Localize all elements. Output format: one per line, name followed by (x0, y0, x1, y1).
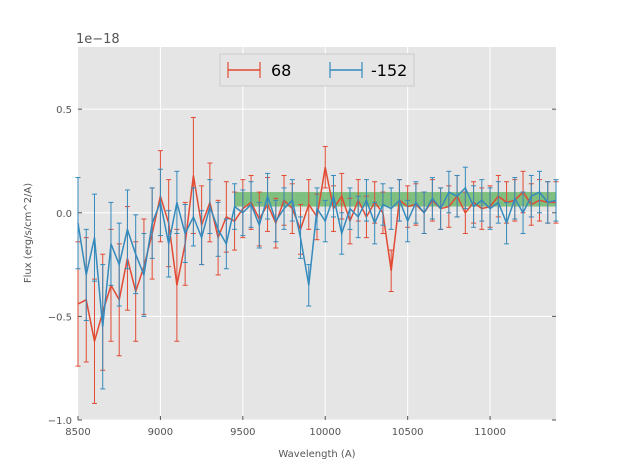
x-tick-label: 10000 (309, 427, 341, 438)
x-tick-label: 9500 (230, 427, 255, 438)
legend: 68 -152 (219, 53, 415, 87)
series-1 (75, 166, 559, 390)
axis-ticks: 8500 9000 9500 10000 10500 11000 −1.0 −0.5 0.0 0.… (48, 105, 556, 438)
legend-label-minus-152: -152 (371, 61, 407, 80)
y-tick-label: 0.0 (56, 209, 72, 220)
series-layer (75, 116, 559, 404)
x-tick-label: 8500 (65, 427, 90, 438)
y-tick-label: −0.5 (48, 312, 72, 323)
series-line (77, 186, 557, 327)
x-tick-label: 9000 (148, 427, 173, 438)
y-offset-label: 1e−18 (76, 32, 120, 47)
y-tick-label: −1.0 (48, 416, 72, 427)
x-axis-label: Wavelength (A) (278, 449, 355, 460)
y-axis-label: Flux (erg/s/cm^2/A) (23, 183, 34, 283)
band-layer (234, 192, 556, 207)
legend-entry-68 (227, 62, 261, 78)
legend-label-68: 68 (271, 61, 291, 80)
shaded-band (234, 192, 556, 207)
x-tick-label: 11000 (474, 427, 506, 438)
legend-entry-minus-152 (329, 62, 363, 78)
x-tick-label: 10500 (392, 427, 424, 438)
y-tick-label: 0.5 (56, 105, 72, 116)
